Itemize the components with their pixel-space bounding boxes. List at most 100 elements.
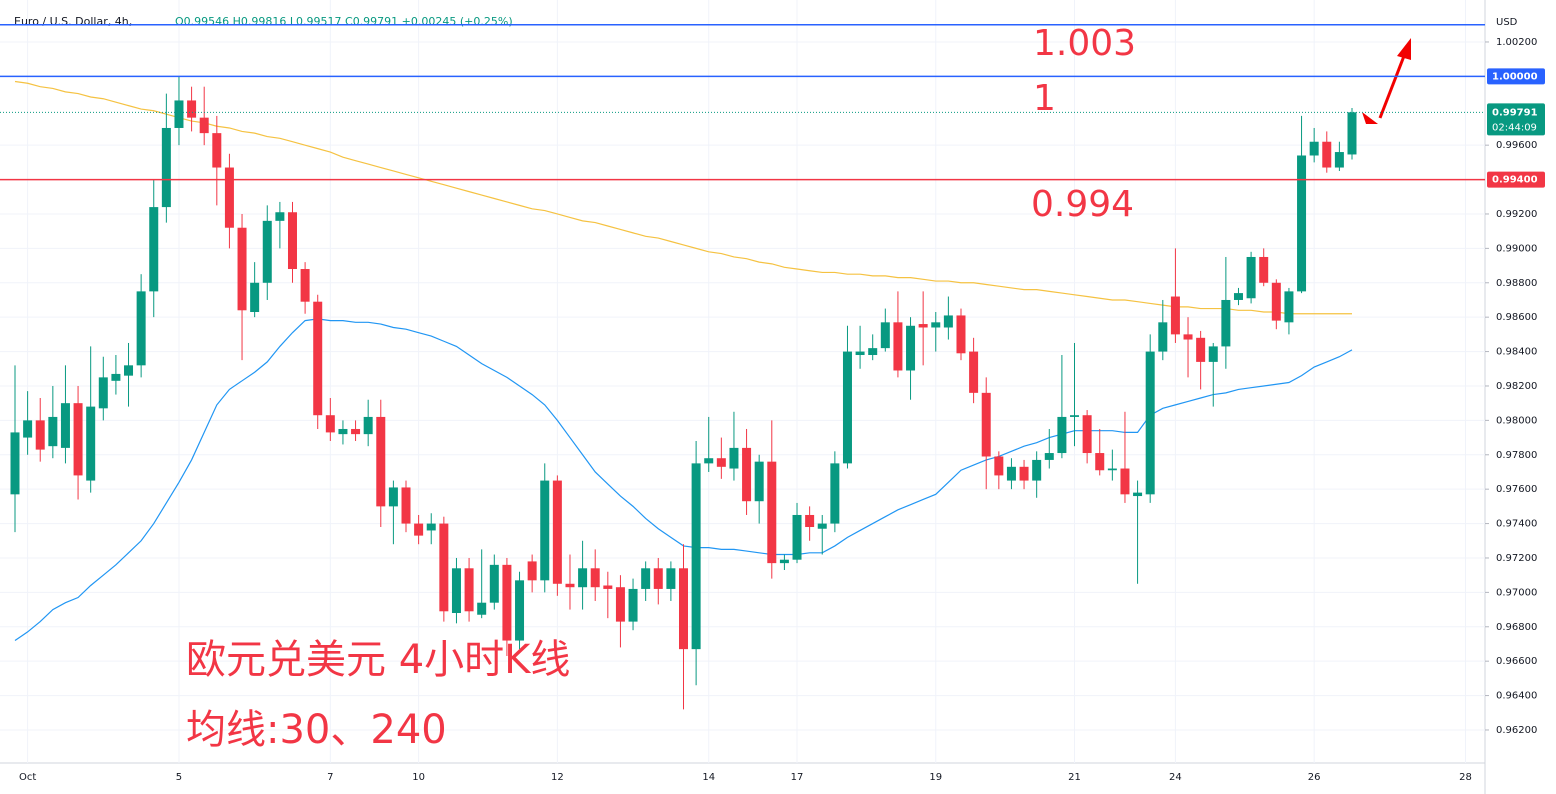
- candle-body: [527, 561, 537, 581]
- candle-body: [1208, 346, 1218, 362]
- candle-body: [1259, 256, 1269, 283]
- candle-body: [1120, 468, 1130, 495]
- y-tick-label: 0.98000: [1496, 415, 1537, 426]
- candle-body: [1271, 282, 1281, 321]
- candle-body: [842, 351, 852, 464]
- ohlc-header: O0.99546 H0.99816 L0.99517 C0.99791 +0.0…: [175, 15, 513, 28]
- candle-body: [1196, 337, 1206, 362]
- arrow-shaft: [1378, 55, 1406, 119]
- candle-body: [704, 458, 714, 464]
- annotation: 1: [1033, 78, 1056, 119]
- candle-body: [918, 324, 928, 328]
- candle-body: [111, 373, 121, 381]
- candle-body: [35, 420, 45, 450]
- candle-body: [754, 461, 764, 502]
- plot: [0, 0, 1485, 763]
- candle-body: [426, 523, 436, 531]
- annotation: 0.994: [1031, 184, 1134, 225]
- candle-body: [994, 456, 1004, 476]
- candle-body: [641, 568, 651, 589]
- candle-body: [212, 133, 222, 168]
- candle-body: [224, 167, 234, 228]
- candle-body: [250, 282, 260, 313]
- candle-body: [590, 568, 600, 588]
- candle-body: [767, 461, 777, 564]
- candle-body: [187, 100, 197, 118]
- candle-body: [1183, 334, 1193, 340]
- y-tick-label: 0.99600: [1496, 140, 1537, 151]
- level-badge: [1487, 68, 1545, 85]
- level-label: 1.00000: [1492, 71, 1538, 82]
- annotation: 欧元兑美元 4小时K线: [186, 637, 570, 683]
- countdown-label: 02:44:09: [1492, 122, 1537, 133]
- y-tick-label: 0.97400: [1496, 519, 1537, 530]
- candle-body: [931, 322, 941, 328]
- candle-body: [578, 568, 588, 588]
- candle-body: [628, 588, 638, 622]
- candle-body: [792, 514, 802, 560]
- candle-body: [1107, 468, 1117, 471]
- candle-body: [691, 463, 701, 650]
- candle-body: [489, 564, 499, 603]
- x-tick-label: 17: [791, 772, 804, 783]
- x-tick-label: 19: [929, 772, 942, 783]
- candle-body: [943, 315, 953, 328]
- candle-body: [981, 392, 991, 457]
- candle-body: [262, 220, 272, 283]
- candle-body: [73, 403, 83, 476]
- y-tick-label: 0.97000: [1496, 587, 1537, 598]
- x-tick-label: 26: [1308, 772, 1321, 783]
- candle-body: [565, 583, 575, 588]
- candle-body: [1133, 492, 1143, 497]
- y-tick-label: 0.96800: [1496, 622, 1537, 633]
- candle-body: [805, 514, 815, 528]
- candle-body: [149, 207, 159, 292]
- x-tick-label: 21: [1068, 772, 1081, 783]
- candle-body: [401, 487, 411, 524]
- candle-body: [477, 602, 487, 615]
- candle-body: [388, 487, 398, 507]
- x-tick-label: 7: [327, 772, 333, 783]
- candle-body: [679, 568, 688, 650]
- y-tick-label: 0.96200: [1496, 725, 1537, 736]
- candle-body: [969, 351, 979, 393]
- candle-body: [351, 428, 361, 435]
- candle-body: [376, 416, 386, 507]
- y-tick-label: 0.98600: [1496, 312, 1537, 323]
- y-tick-label: 0.98400: [1496, 347, 1537, 358]
- candle-body: [1019, 466, 1029, 481]
- candle-body: [1070, 415, 1080, 417]
- candle-body: [1322, 141, 1332, 168]
- candle-body: [830, 463, 840, 524]
- candle-body: [1297, 155, 1307, 292]
- candle-body: [653, 568, 663, 589]
- candle-body: [603, 585, 613, 589]
- candle-body: [552, 480, 562, 584]
- candle-body: [325, 415, 335, 433]
- y-tick-label: 1.00200: [1496, 37, 1537, 48]
- candle-body: [98, 377, 108, 409]
- candle-body: [1145, 351, 1155, 495]
- candle-body: [956, 315, 966, 354]
- candle-body: [1334, 152, 1344, 168]
- candle-body: [464, 568, 474, 612]
- y-tick-label: 0.99200: [1496, 209, 1537, 220]
- candle-body: [515, 580, 525, 641]
- candle-body: [237, 227, 247, 311]
- candle-body: [1246, 256, 1256, 299]
- candle-body: [666, 568, 676, 589]
- annotation: 1.003: [1033, 23, 1136, 64]
- candle-body: [48, 416, 58, 447]
- candle-body: [23, 420, 33, 438]
- candle-body: [338, 428, 348, 435]
- y-tick-label: 0.97200: [1496, 553, 1537, 564]
- y-tick-label: 0.99000: [1496, 243, 1537, 254]
- candle-body: [868, 348, 878, 356]
- candle-body: [502, 564, 512, 641]
- arrow-head: [1362, 112, 1378, 124]
- candle-body: [1082, 415, 1092, 454]
- annotation: 均线:30、240: [186, 707, 447, 753]
- y-tick-label: 0.96600: [1496, 656, 1537, 667]
- level-badge: [1487, 171, 1545, 188]
